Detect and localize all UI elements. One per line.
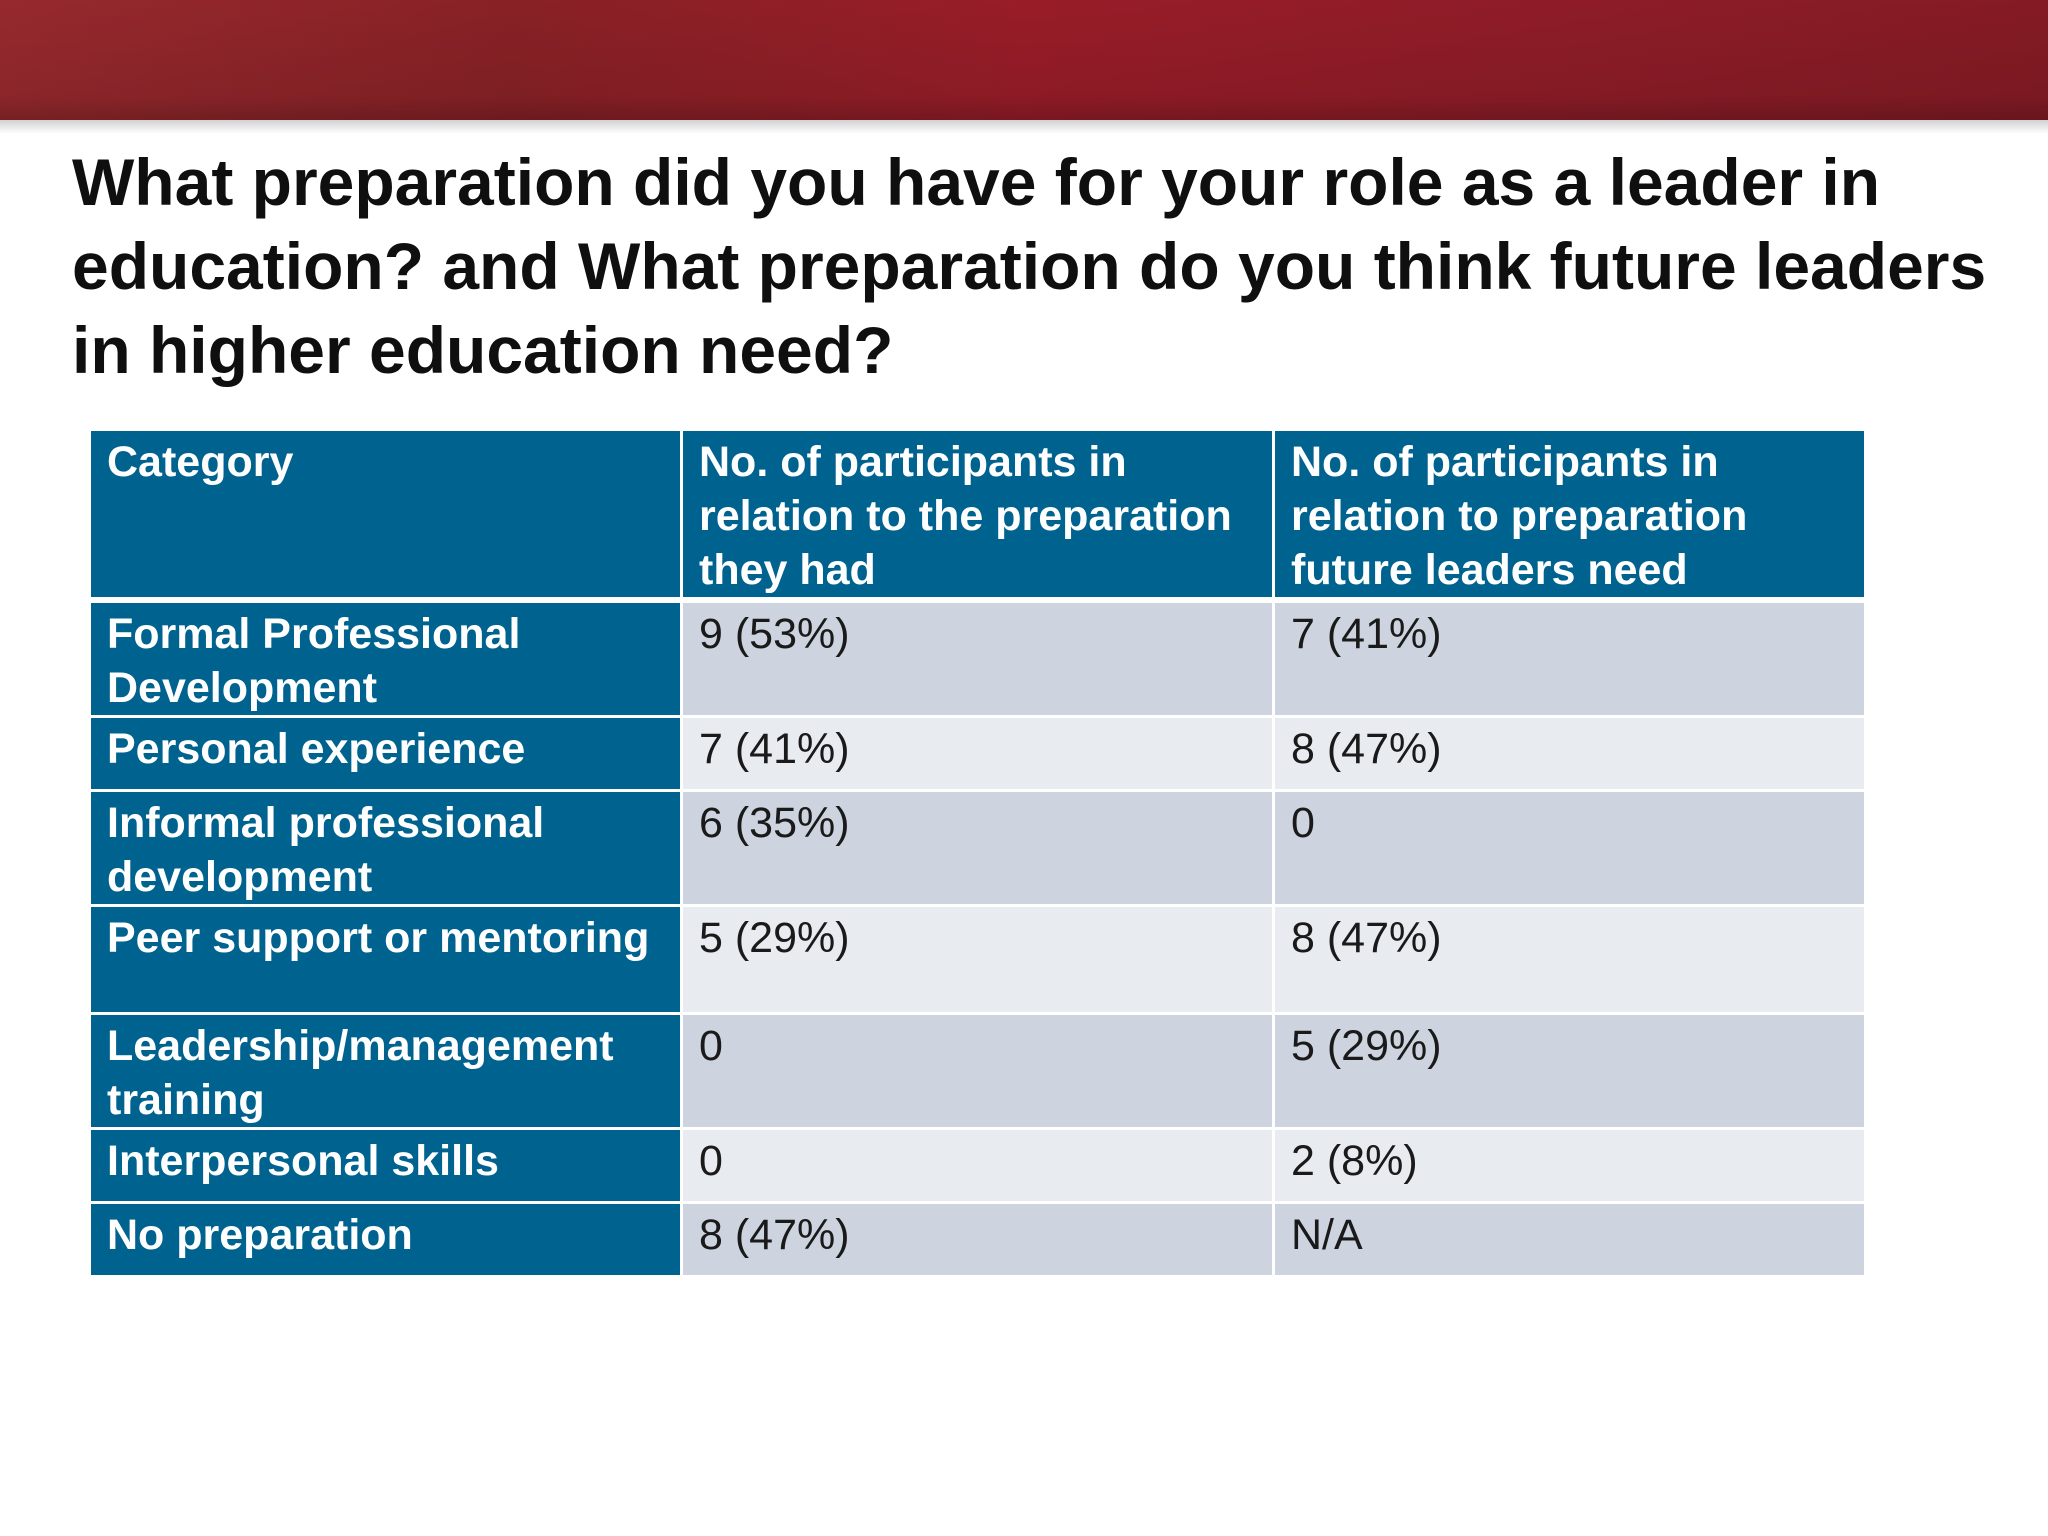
cell-had: 8 (47%) — [680, 1201, 1275, 1278]
table-row: Personal experience 7 (41%) 8 (47%) — [88, 715, 1867, 792]
cell-need: N/A — [1272, 1201, 1867, 1278]
row-category: Leadership/management training — [88, 1012, 683, 1130]
cell-need: 0 — [1272, 789, 1867, 907]
cell-had: 6 (35%) — [680, 789, 1275, 907]
preparation-table: Category No. of participants in relation… — [88, 428, 1867, 1278]
row-category: Informal professional development — [88, 789, 683, 907]
cell-need: 5 (29%) — [1272, 1012, 1867, 1130]
table-row: Peer support or mentoring 5 (29%) 8 (47%… — [88, 904, 1867, 1015]
cell-need: 8 (47%) — [1272, 904, 1867, 1015]
cell-need: 7 (41%) — [1272, 598, 1867, 718]
cell-need: 8 (47%) — [1272, 715, 1867, 792]
cell-had: 5 (29%) — [680, 904, 1275, 1015]
top-banner — [0, 0, 2048, 120]
table-row: Leadership/management training 0 5 (29%) — [88, 1012, 1867, 1130]
cell-had: 9 (53%) — [680, 598, 1275, 718]
row-category: Interpersonal skills — [88, 1127, 683, 1204]
banner-shadow — [0, 120, 2048, 134]
cell-had: 0 — [680, 1012, 1275, 1130]
cell-had: 0 — [680, 1127, 1275, 1204]
slide-title: What preparation did you have for your r… — [72, 145, 1987, 387]
row-category: Peer support or mentoring — [88, 904, 683, 1015]
row-category: Personal experience — [88, 715, 683, 792]
header-preparation-need: No. of participants in relation to prepa… — [1272, 428, 1867, 603]
cell-had: 7 (41%) — [680, 715, 1275, 792]
banner-shade — [0, 0, 2048, 120]
row-category: Formal Professional Development — [88, 598, 683, 718]
table-row: Interpersonal skills 0 2 (8%) — [88, 1127, 1867, 1204]
table-row: No preparation 8 (47%) N/A — [88, 1201, 1867, 1278]
header-preparation-had: No. of participants in relation to the p… — [680, 428, 1275, 603]
row-category: No preparation — [88, 1201, 683, 1278]
header-category: Category — [88, 428, 683, 603]
cell-need: 2 (8%) — [1272, 1127, 1867, 1204]
table-header-row: Category No. of participants in relation… — [88, 428, 1867, 603]
table-row: Informal professional development 6 (35%… — [88, 789, 1867, 907]
table-row: Formal Professional Development 9 (53%) … — [88, 598, 1867, 718]
